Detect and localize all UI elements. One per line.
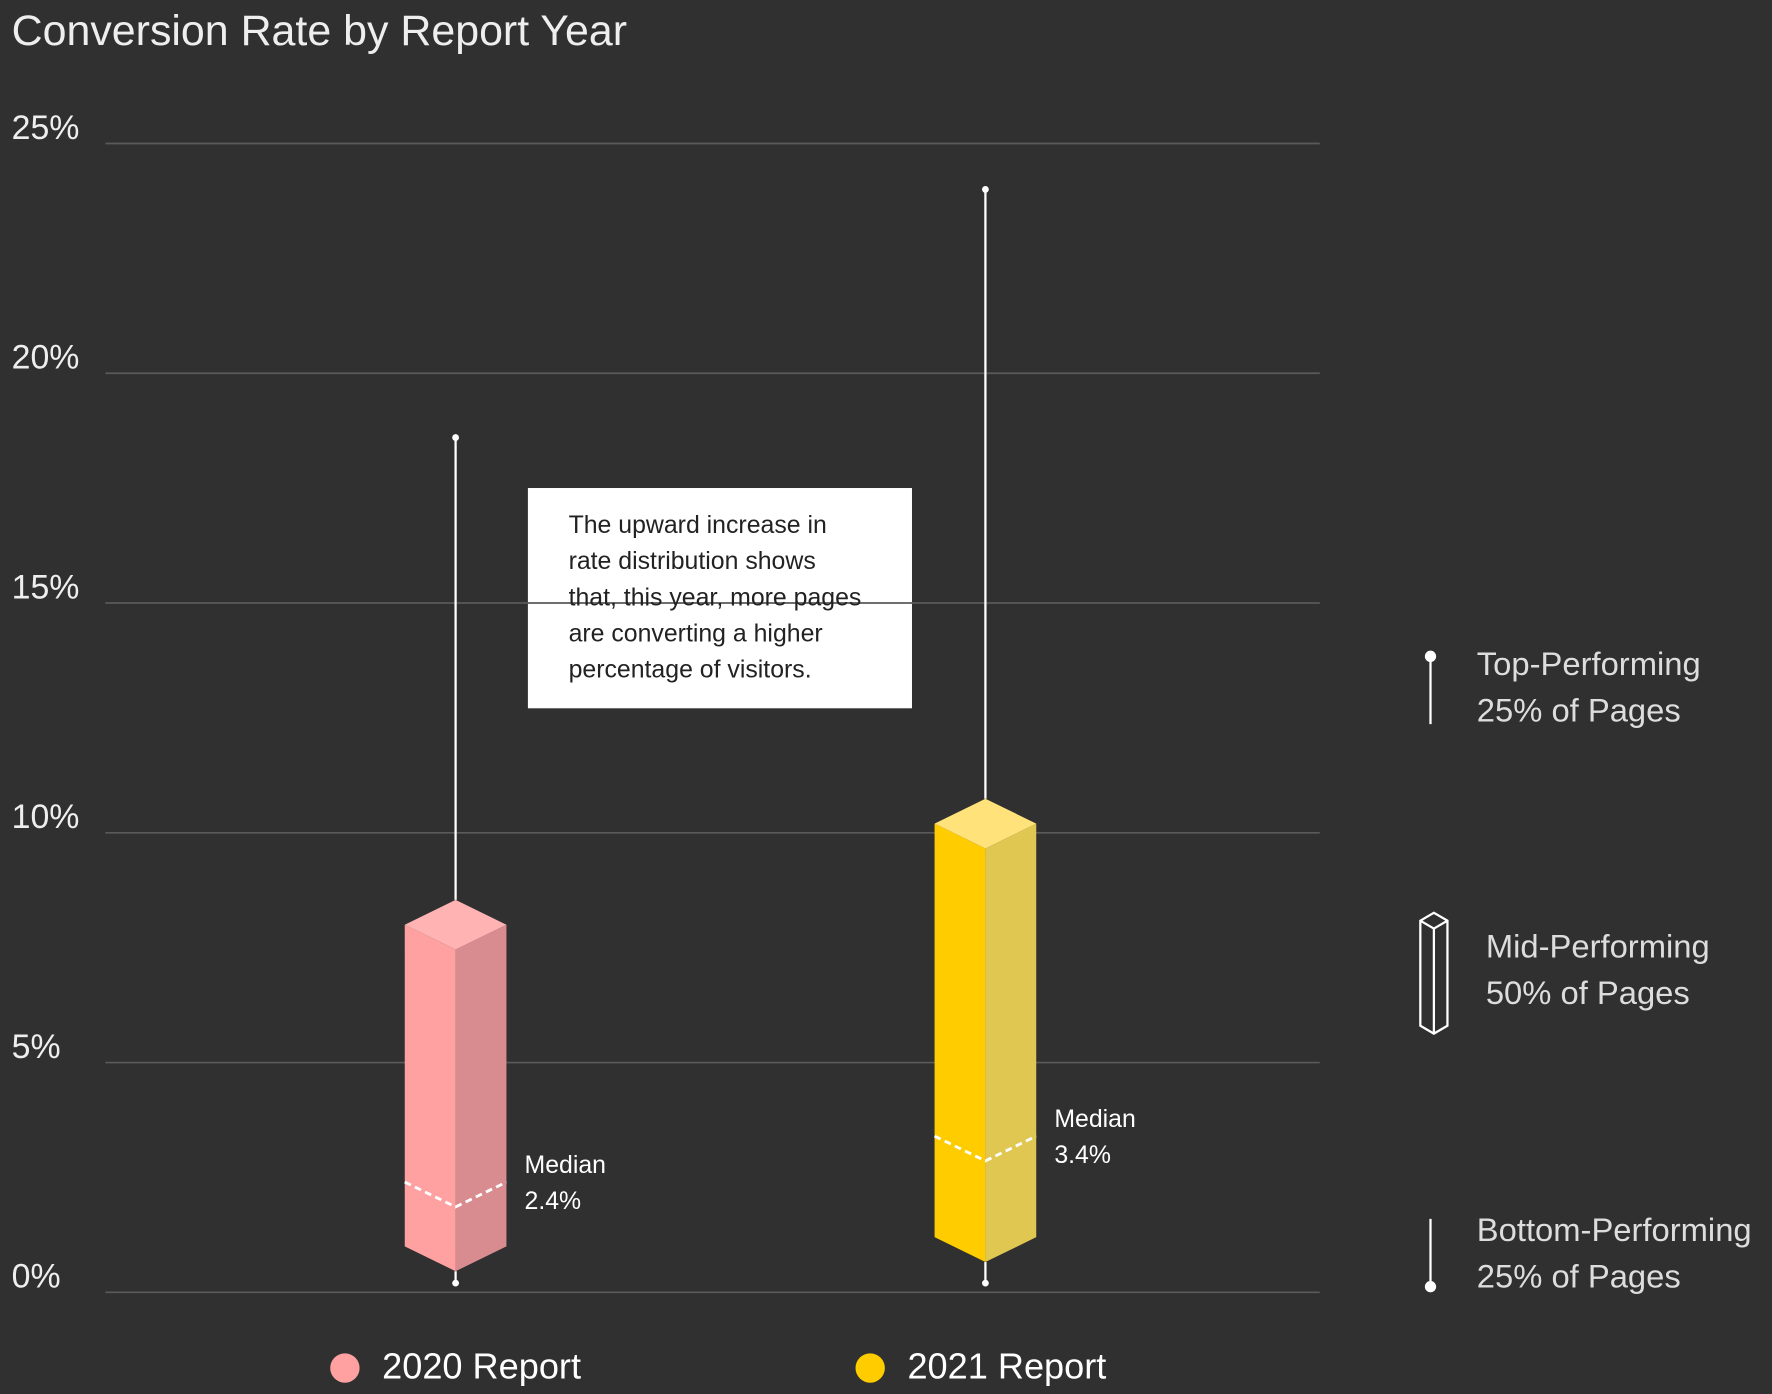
legend-swatch bbox=[330, 1353, 360, 1383]
median-text: Median bbox=[1054, 1106, 1135, 1133]
key bbox=[1419, 650, 1449, 1293]
box-right-face bbox=[455, 924, 507, 1272]
key-subtitle: 50% of Pages bbox=[1486, 974, 1690, 1011]
box-right-face bbox=[985, 823, 1037, 1263]
y-tick-label: 25% bbox=[12, 109, 80, 147]
chart-title: Conversion Rate by Report Year bbox=[12, 7, 627, 55]
y-tick-label: 0% bbox=[12, 1258, 61, 1296]
annotation-line: are converting a higher bbox=[569, 620, 823, 647]
whisker-max-dot bbox=[982, 186, 989, 193]
annotation-line: percentage of visitors. bbox=[569, 657, 812, 684]
box-left-face bbox=[934, 823, 986, 1263]
y-tick-label: 20% bbox=[12, 339, 80, 377]
box-top-face bbox=[934, 798, 1037, 849]
annotation-line: that, this year, more pages bbox=[569, 584, 862, 611]
median-label: 2.4% bbox=[525, 1188, 582, 1215]
y-tick-label: 15% bbox=[12, 568, 80, 606]
median-text: Median bbox=[525, 1152, 606, 1179]
y-tick-label: 10% bbox=[12, 798, 80, 836]
key-icon-mid bbox=[1419, 911, 1449, 1035]
legend-label: 2021 Report bbox=[907, 1346, 1106, 1387]
key-title: Top-Performing bbox=[1477, 645, 1701, 682]
box-left-face bbox=[404, 924, 456, 1272]
key-title: Mid-Performing bbox=[1486, 928, 1710, 965]
median-line bbox=[933, 1134, 1037, 1163]
key-subtitle: 25% of Pages bbox=[1477, 691, 1681, 728]
annotation-background bbox=[527, 488, 912, 709]
legend-swatch bbox=[855, 1353, 885, 1383]
median-line bbox=[404, 1180, 508, 1209]
annotation-line: The upward increase in bbox=[569, 512, 827, 539]
y-tick-label: 5% bbox=[12, 1028, 61, 1066]
key-title: Bottom-Performing bbox=[1477, 1211, 1752, 1248]
annotation-line: rate distribution shows bbox=[569, 548, 816, 575]
whisker-min-dot bbox=[982, 1279, 989, 1287]
whisker-max-dot bbox=[452, 434, 459, 441]
key-icon-bottom-dot bbox=[1424, 1281, 1437, 1293]
key-subtitle: 25% of Pages bbox=[1477, 1257, 1681, 1294]
median-label: 3.4% bbox=[1054, 1142, 1111, 1169]
whisker-min-dot bbox=[452, 1279, 459, 1287]
key-icon-top-dot bbox=[1424, 650, 1437, 662]
legend-label: 2020 Report bbox=[382, 1346, 581, 1387]
annotation-box bbox=[527, 488, 912, 709]
